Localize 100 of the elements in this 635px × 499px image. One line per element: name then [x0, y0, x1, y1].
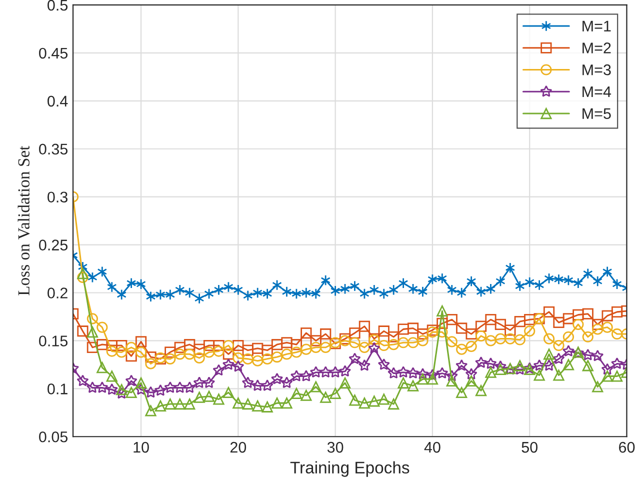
y-tick-label: 0.3 [48, 192, 68, 203]
point [330, 285, 340, 296]
point [340, 283, 350, 294]
point [582, 331, 594, 342]
point [407, 337, 419, 348]
point [193, 376, 206, 388]
point [135, 383, 148, 395]
point [524, 276, 535, 288]
point [486, 283, 496, 294]
point [485, 366, 496, 378]
point [505, 262, 516, 274]
point [554, 274, 564, 285]
point [242, 290, 253, 302]
point [397, 366, 410, 378]
point [428, 274, 438, 285]
point [494, 364, 506, 376]
point [534, 280, 544, 291]
point [242, 376, 254, 388]
point [436, 326, 448, 338]
point [164, 381, 176, 393]
point [116, 346, 128, 358]
point [165, 289, 176, 300]
point [407, 367, 420, 379]
point [398, 337, 409, 348]
point [174, 381, 186, 393]
point [281, 397, 292, 409]
point [582, 268, 593, 280]
x-tick-label: 40 [424, 442, 440, 453]
point [125, 374, 138, 386]
point [271, 338, 283, 350]
point [611, 306, 623, 318]
point [552, 352, 565, 364]
point [310, 288, 321, 300]
point [398, 324, 409, 335]
point [524, 326, 536, 337]
point [252, 355, 264, 366]
point [300, 344, 312, 355]
point [232, 340, 244, 352]
point [378, 358, 390, 370]
point [135, 346, 147, 358]
point [224, 281, 234, 293]
point [533, 359, 546, 371]
point [408, 283, 418, 294]
point [360, 288, 370, 300]
point [222, 340, 234, 352]
point [290, 388, 302, 400]
point [475, 330, 487, 342]
point [242, 398, 254, 410]
point [126, 342, 137, 353]
point [310, 335, 322, 346]
point [436, 305, 448, 317]
point [339, 365, 352, 377]
point [88, 272, 98, 283]
point [300, 327, 312, 339]
point [126, 386, 137, 398]
point [407, 380, 419, 392]
y-tick-label: 0.2 [48, 288, 68, 298]
point [417, 328, 428, 340]
point [252, 287, 263, 298]
point [310, 381, 322, 392]
point [222, 386, 234, 398]
point [184, 338, 196, 350]
point [146, 291, 156, 302]
point [145, 405, 156, 416]
point [116, 384, 128, 396]
point [126, 278, 136, 289]
point [398, 278, 408, 289]
point [494, 360, 506, 372]
point [436, 318, 448, 329]
point [262, 401, 273, 412]
point [572, 318, 584, 330]
point [369, 284, 380, 296]
point [184, 287, 194, 298]
point [349, 337, 360, 348]
point [320, 274, 331, 286]
y-tick-label: 0.25 [39, 240, 68, 250]
point [562, 313, 574, 324]
point [466, 340, 477, 352]
point [368, 342, 380, 354]
legend-label: M=5 [582, 108, 611, 120]
point [339, 377, 351, 388]
point [174, 284, 185, 296]
point [164, 398, 176, 410]
point [514, 363, 526, 375]
point [592, 381, 604, 392]
point [144, 386, 157, 398]
point [582, 360, 594, 372]
point [436, 367, 448, 379]
point [417, 335, 428, 346]
point [262, 344, 273, 356]
point [77, 268, 88, 280]
point [446, 284, 457, 296]
point [582, 348, 594, 360]
x-tick-label: 30 [327, 442, 344, 453]
point [358, 342, 370, 353]
legend-label: M=2 [582, 42, 611, 54]
point [320, 328, 332, 340]
point [272, 280, 282, 291]
point [417, 374, 428, 385]
point [592, 276, 603, 287]
